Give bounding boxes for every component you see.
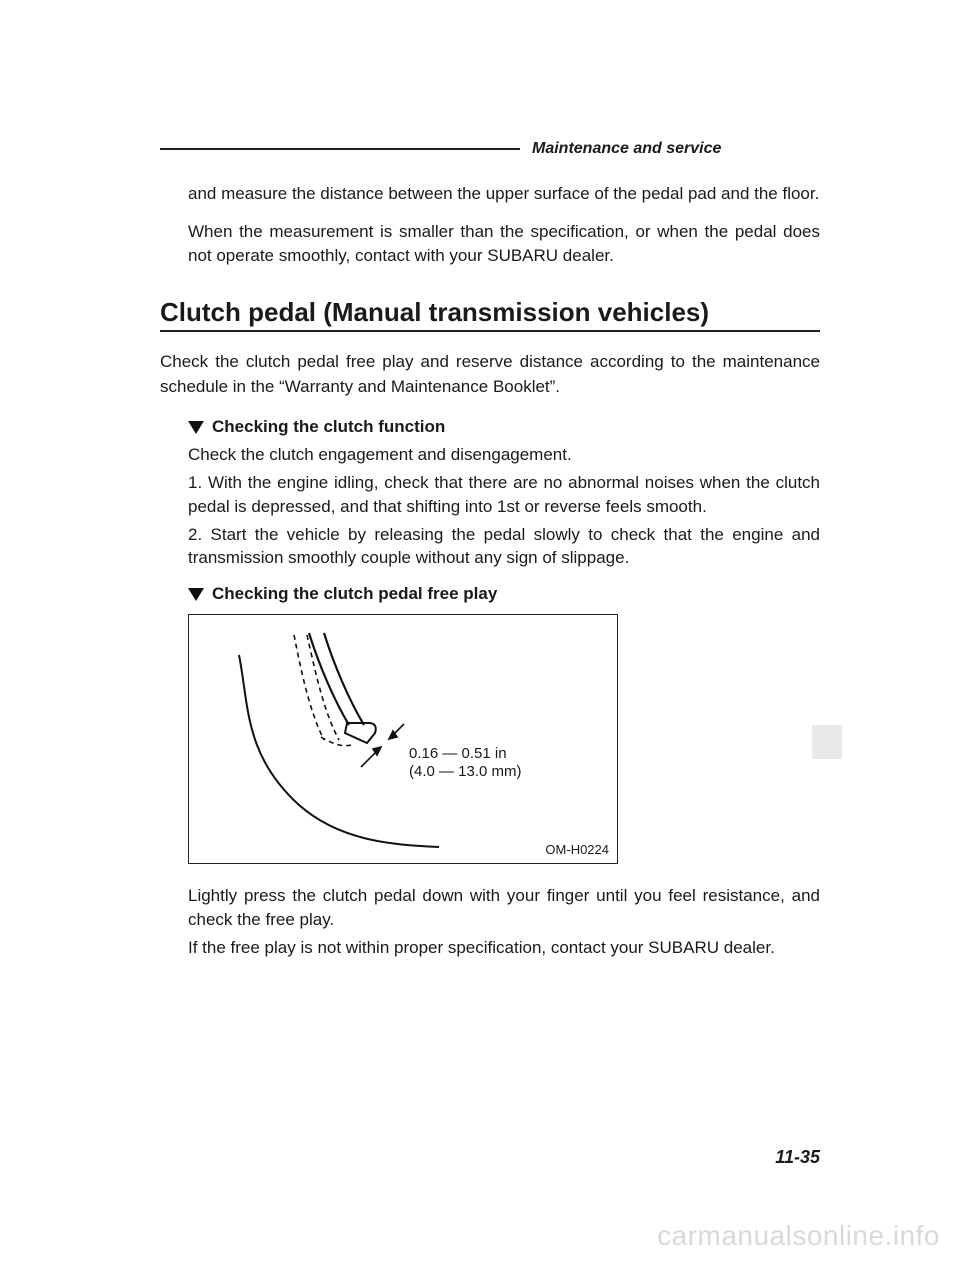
clutch-pedal-svg (189, 615, 619, 865)
section-tab-marker (812, 725, 842, 759)
clutch-pedal-figure: 0.16 — 0.51 in (4.0 — 13.0 mm) OM-H0224 (188, 614, 618, 864)
subheading-clutch-function-label: Checking the clutch function (212, 417, 445, 437)
header-rule: Maintenance and service (160, 140, 820, 158)
section-intro: Check the clutch pedal free play and res… (160, 350, 820, 399)
continuation-paragraph-1: and measure the distance between the upp… (188, 182, 820, 206)
sub1-paragraph-2: 1. With the engine idling, check that th… (188, 471, 820, 519)
subheading-free-play-label: Checking the clutch pedal free play (212, 584, 497, 604)
continuation-paragraph-2: When the measurement is smaller than the… (188, 220, 820, 268)
subheading-clutch-function: Checking the clutch function (188, 417, 820, 437)
figure-code: OM-H0224 (545, 842, 609, 857)
header-section-title: Maintenance and service (532, 140, 721, 158)
subheading-free-play: Checking the clutch pedal free play (188, 584, 820, 604)
watermark: carmanualsonline.info (657, 1220, 940, 1252)
manual-page: Maintenance and service and measure the … (0, 0, 960, 1268)
sub1-paragraph-3: 2. Start the vehicle by releasing the pe… (188, 523, 820, 571)
header-line (160, 148, 520, 150)
section-title: Clutch pedal (Manual transmission vehicl… (160, 297, 820, 328)
page-number: 11-35 (775, 1147, 820, 1168)
triangle-icon (188, 588, 204, 601)
sub2-paragraph-1: Lightly press the clutch pedal down with… (188, 884, 820, 932)
figure-spec-mm: (4.0 — 13.0 mm) (409, 763, 522, 780)
sub1-paragraph-1: Check the clutch engagement and disengag… (188, 443, 820, 467)
sub2-paragraph-2: If the free play is not within proper sp… (188, 936, 820, 960)
figure-spec-inches: 0.16 — 0.51 in (409, 745, 507, 762)
section-rule (160, 330, 820, 332)
triangle-icon (188, 421, 204, 434)
